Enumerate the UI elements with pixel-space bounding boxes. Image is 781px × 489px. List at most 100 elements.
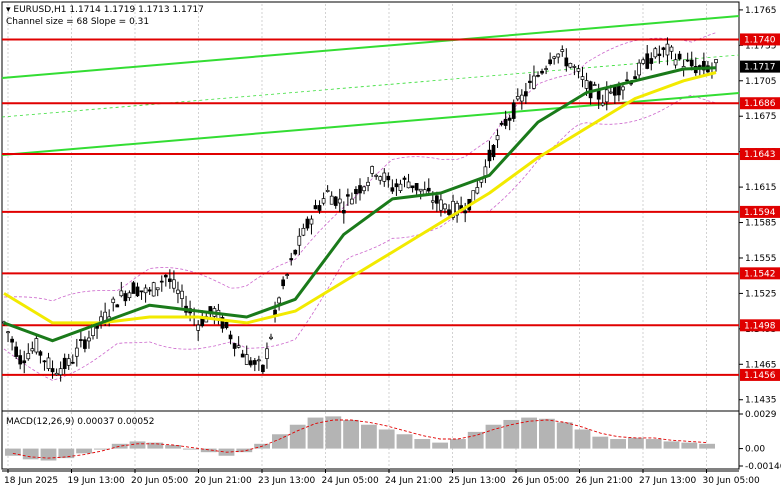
candle-body (333, 196, 338, 206)
macd-tick-label: 0.0029 (745, 410, 777, 420)
candle-body (378, 176, 383, 181)
candle-body (265, 348, 269, 359)
candle-body (180, 290, 184, 299)
candle-body (645, 53, 650, 69)
level-tag (740, 205, 780, 218)
candle-body (22, 360, 27, 364)
level-tag-label: 1.1498 (744, 321, 776, 331)
candle-body (580, 76, 585, 80)
time-tick-label: 26 Jun 05:00 (512, 476, 569, 486)
candle-body (604, 89, 609, 103)
macd-histogram-bar (645, 439, 662, 449)
moving-averages (3, 66, 717, 343)
macd-signal-line (12, 419, 708, 459)
candle-body (665, 43, 670, 56)
macd-histogram-bar (165, 445, 181, 449)
candle-body (669, 46, 674, 52)
candle-body (439, 199, 443, 211)
candle-body (248, 360, 253, 366)
candle-body (155, 287, 160, 291)
level-tag-label: 1.1594 (744, 208, 776, 218)
candle-body (540, 70, 544, 74)
candle-body (714, 59, 718, 64)
candle-body (46, 357, 51, 369)
candle-body (677, 53, 682, 60)
bollinger-bands (3, 32, 717, 381)
time-tick-label: 24 Jun 21:00 (385, 476, 442, 486)
candle-body (257, 359, 261, 362)
macd-histogram-bar (325, 416, 342, 449)
candle-body (54, 372, 59, 376)
price-tick-label: 1.1555 (745, 254, 777, 264)
macd-histogram-bar (574, 429, 591, 449)
candle-body (115, 304, 120, 308)
candle-body (572, 66, 577, 68)
macd-histogram-bar (272, 434, 288, 449)
candle-body (151, 282, 156, 297)
level-tag (740, 97, 780, 110)
time-tick-label: 26 Jun 21:00 (576, 476, 633, 486)
macd-histogram-bar (94, 448, 110, 450)
candle-body (14, 346, 18, 357)
candle-body (220, 317, 225, 329)
macd-histogram-bar (450, 439, 466, 449)
candle-body (285, 274, 290, 276)
macd-histogram-bar (521, 417, 537, 449)
time-tick-label: 30 Jun 05:00 (703, 476, 760, 486)
candle-body (341, 209, 346, 214)
candle-body (42, 360, 47, 363)
level-tag (740, 33, 780, 46)
candle-body (289, 258, 294, 261)
candle-body (313, 205, 318, 210)
bollinger-upper (3, 32, 717, 302)
time-tick-label: 18 Jun 2025 (4, 476, 58, 486)
candle-body (382, 172, 387, 182)
candle-body (653, 48, 658, 58)
candle-body (34, 338, 39, 353)
candle-body (430, 200, 435, 203)
candle-body (74, 347, 79, 357)
level-tag (740, 267, 780, 280)
candle-body (18, 355, 23, 365)
macd-tick-label: -0.00146 (745, 462, 781, 472)
time-axis: 18 Jun 2025 19 Jun 13:00 20 Jun 05:00 20 Ju… (4, 469, 760, 486)
candle-body (556, 53, 561, 58)
candle-body (143, 287, 148, 294)
candle-body (548, 59, 552, 65)
macd-histogram-bar (610, 439, 626, 449)
candle-body (386, 175, 391, 181)
macd-histogram-bar (76, 448, 92, 454)
vertical-gridlines (7, 4, 707, 470)
macd-histogram-bar (183, 448, 199, 450)
time-tick-label: 27 Jun 13:00 (639, 476, 696, 486)
level-tag (740, 368, 780, 381)
candle-body (588, 81, 593, 99)
current-price-tag (740, 60, 780, 73)
candle-body (536, 75, 540, 77)
candle-body (511, 102, 516, 119)
candle-body (6, 331, 10, 334)
macd-histogram-bar (699, 443, 715, 449)
candle-body (447, 209, 451, 215)
candle-body (560, 49, 565, 52)
candle-body (414, 183, 419, 191)
horizontal-levels (2, 38, 739, 376)
macd-histogram-bar (663, 441, 680, 449)
candle-body (62, 357, 67, 370)
macd-histogram-bar (22, 448, 39, 460)
candle-body (657, 53, 662, 56)
price-tick-label: 1.1675 (745, 112, 777, 122)
candle-body (410, 185, 415, 189)
candle-body (366, 181, 370, 186)
time-tick-label: 25 Jun 13:00 (449, 476, 506, 486)
candle-body (398, 183, 403, 191)
macd-histogram-bar (432, 442, 448, 449)
candle-body (83, 339, 87, 349)
level-tag-label: 1.1740 (744, 35, 776, 45)
candle-body (297, 235, 302, 246)
macd-indicator: 0.0029 0.00 -0.00146 (2, 410, 781, 472)
candle-body (451, 200, 455, 218)
candle-body (139, 290, 144, 293)
macd-histogram-bar (289, 424, 306, 449)
